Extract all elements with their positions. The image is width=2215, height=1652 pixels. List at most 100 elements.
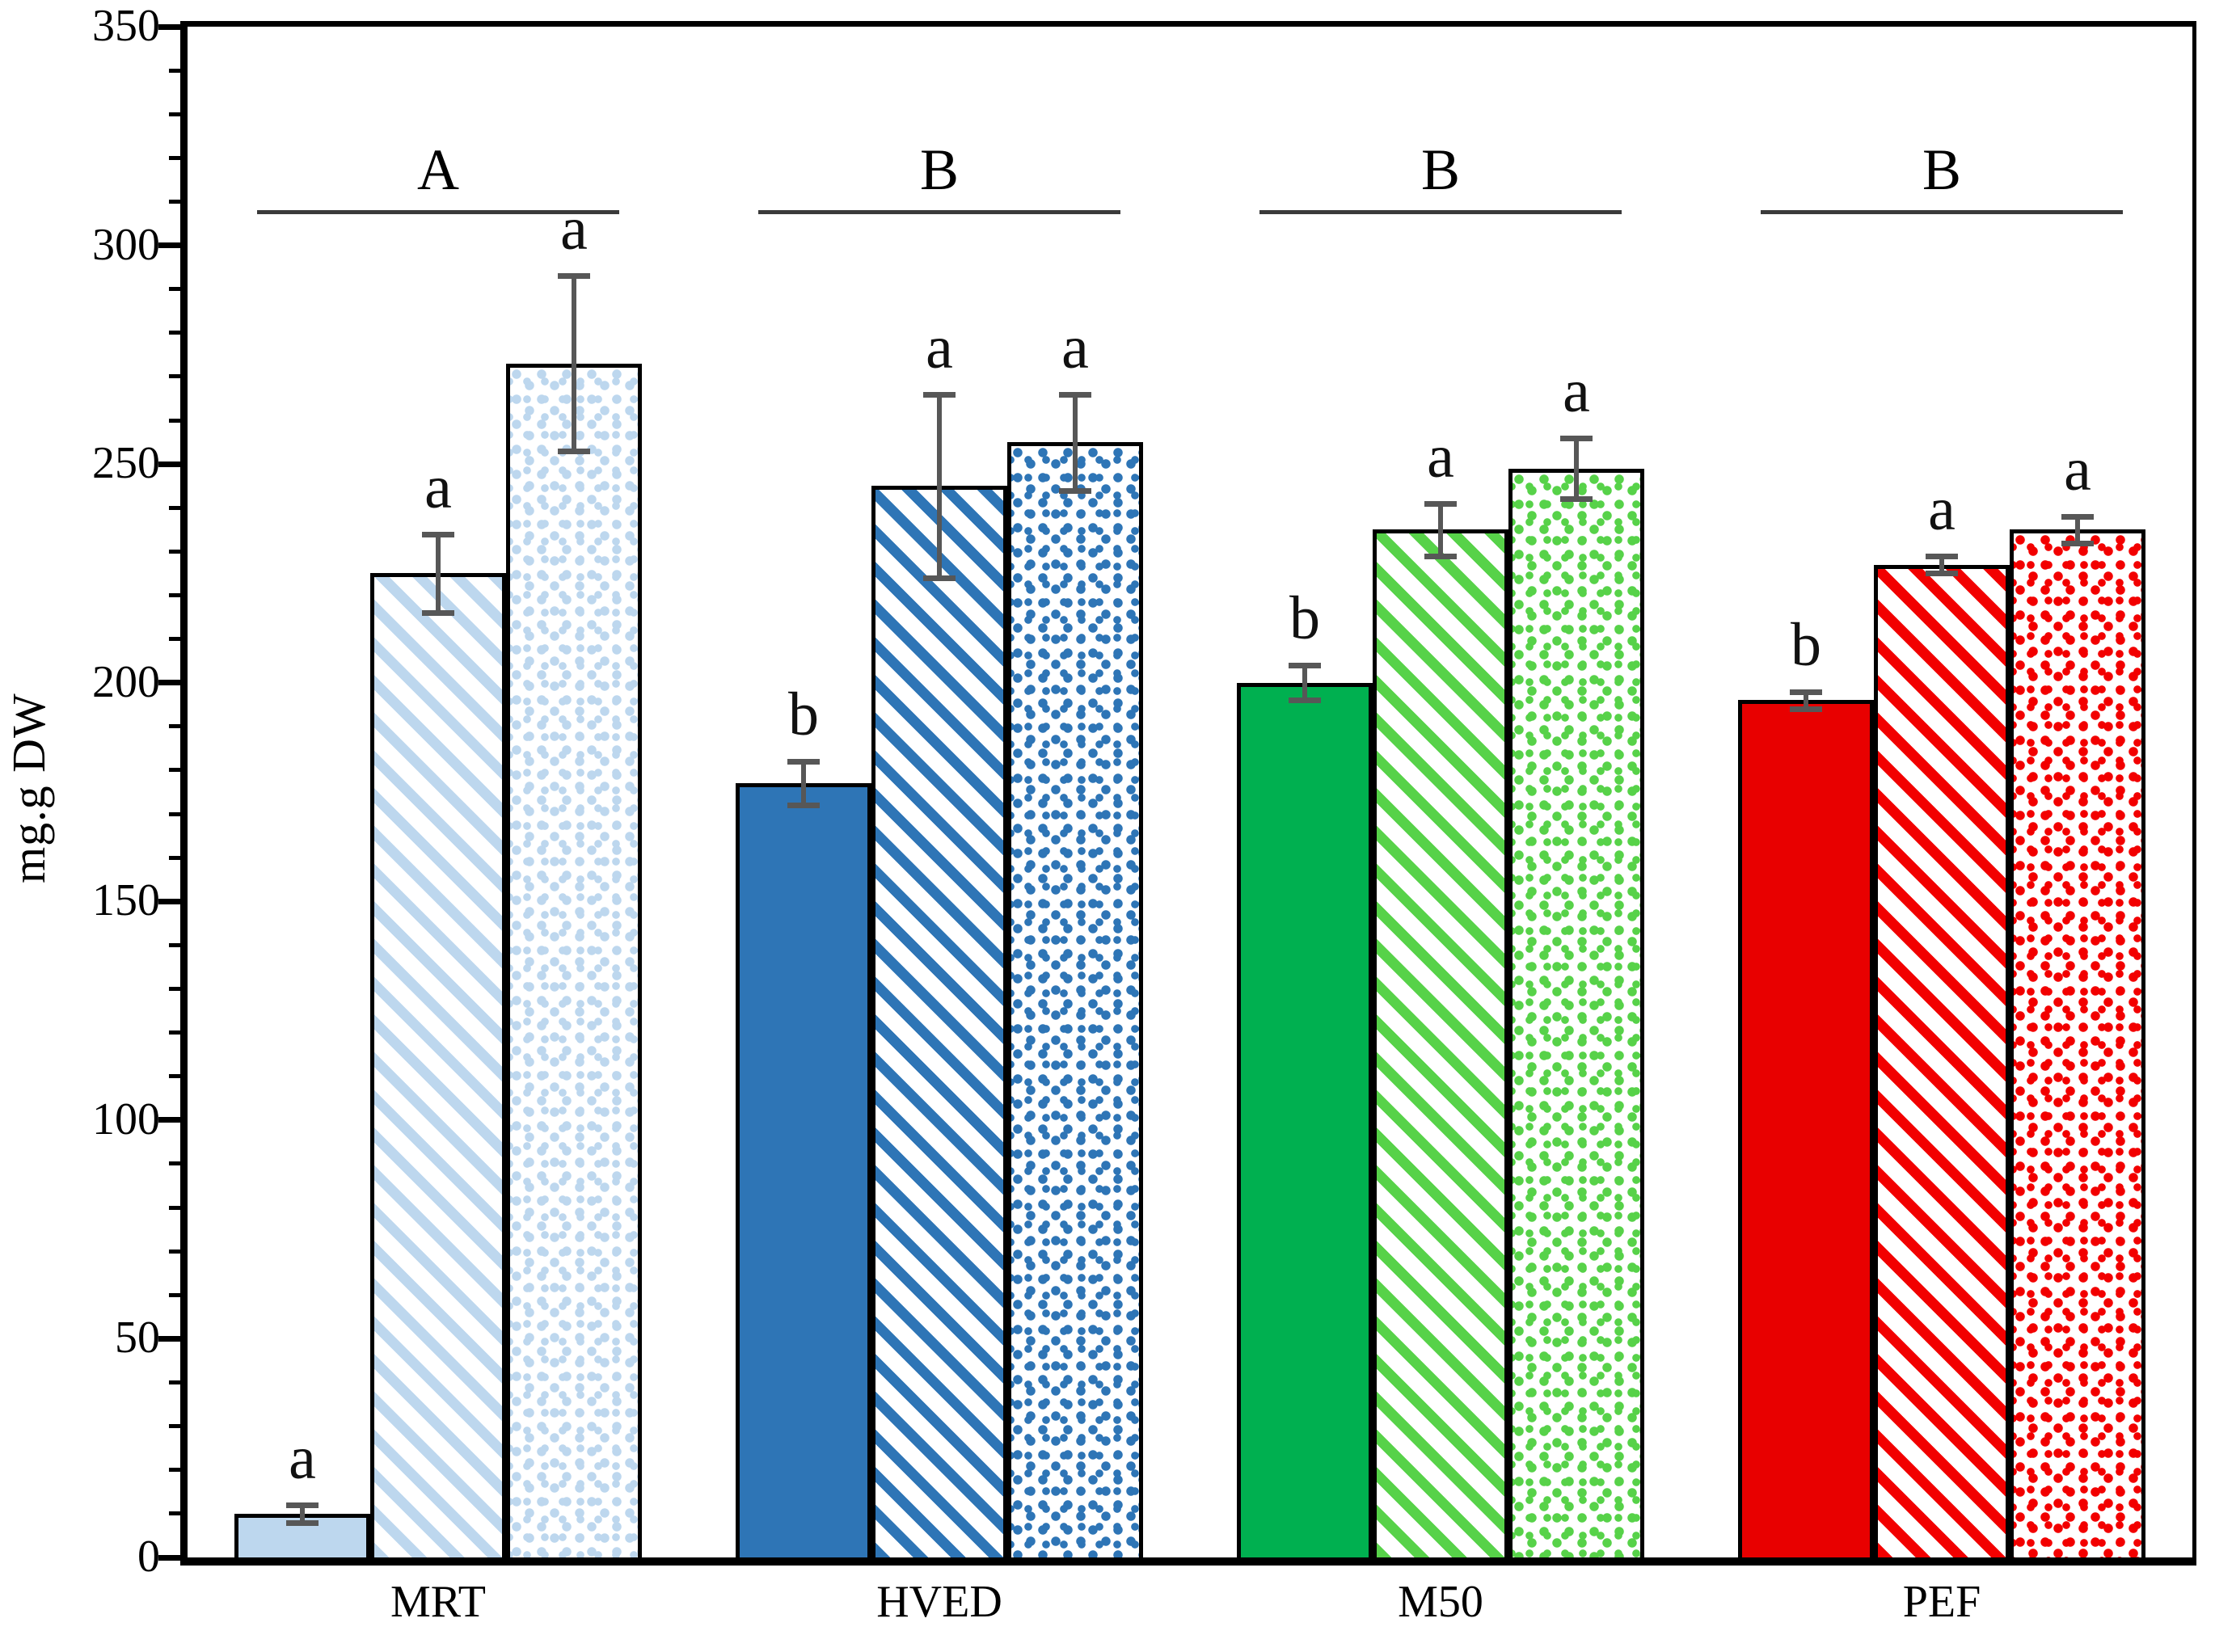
error-bar-cap: [1059, 391, 1091, 398]
y-tick-label: 250: [92, 438, 160, 489]
bar-mrt-diagonal-hatch: [370, 573, 506, 1561]
y-minor-tick: [169, 1292, 184, 1297]
y-minor-tick: [169, 418, 184, 423]
significance-letter: a: [1928, 474, 1956, 543]
error-bar-cap: [1059, 487, 1091, 494]
y-major-tick: [158, 242, 184, 249]
y-minor-tick: [169, 112, 184, 116]
x-category-label: HVED: [876, 1577, 1002, 1627]
y-minor-tick: [169, 331, 184, 335]
significance-letter: a: [289, 1424, 316, 1493]
error-bar-cap: [2061, 514, 2094, 520]
significance-letter: a: [2064, 436, 2091, 504]
significance-letter: b: [788, 681, 819, 749]
bar-m50-dotted: [1508, 468, 1644, 1561]
y-minor-tick: [169, 1424, 184, 1429]
y-tick-label: 300: [92, 219, 160, 270]
y-major-tick: [158, 1117, 184, 1123]
y-minor-tick: [169, 1205, 184, 1210]
y-minor-tick: [169, 768, 184, 773]
error-bar-cap: [787, 803, 820, 809]
y-minor-tick: [169, 1380, 184, 1385]
plot-area: a a a b a a b a a b a a: [180, 21, 2196, 1566]
y-tick-label: 50: [115, 1313, 160, 1363]
y-tick-label: 150: [92, 875, 160, 926]
error-bar-cap: [1424, 553, 1457, 559]
y-minor-tick: [169, 505, 184, 510]
y-minor-tick: [169, 1161, 184, 1166]
error-bar: [1438, 503, 1443, 556]
error-bar-cap: [2061, 540, 2094, 546]
error-bar-cap: [422, 531, 454, 537]
x-category-label: M50: [1398, 1577, 1483, 1627]
error-bar: [1804, 691, 1808, 710]
error-bar: [2075, 516, 2080, 543]
y-axis-label: mg.g DW: [2, 693, 55, 883]
error-bar-cap: [286, 1502, 319, 1509]
error-bar-cap: [558, 273, 590, 280]
y-minor-tick: [169, 68, 184, 73]
y-minor-tick: [169, 592, 184, 597]
error-bar: [1302, 665, 1307, 701]
significance-letter: a: [424, 453, 452, 521]
bar-m50-solid: [1237, 682, 1373, 1561]
x-category-label: PEF: [1902, 1577, 1981, 1627]
error-bar: [937, 394, 942, 578]
bar-hved-diagonal-hatch: [871, 486, 1007, 1561]
bar-pef-diagonal-hatch: [1874, 564, 2010, 1561]
group-significance-letter: B: [1420, 137, 1461, 203]
y-major-tick: [158, 1554, 184, 1561]
y-minor-tick: [169, 1511, 184, 1516]
x-category-label: MRT: [390, 1577, 486, 1627]
error-bar-cap: [422, 610, 454, 617]
significance-letter: a: [1427, 422, 1454, 491]
y-tick-label: 200: [92, 656, 160, 707]
group-significance-letter: B: [919, 137, 960, 203]
y-minor-tick: [169, 1468, 184, 1473]
bar-pef-dotted: [2010, 529, 2145, 1561]
y-minor-tick: [169, 1030, 184, 1035]
y-minor-tick: [169, 1074, 184, 1079]
y-minor-tick: [169, 942, 184, 947]
group-significance-letter: B: [1922, 137, 1962, 203]
y-minor-tick: [169, 1249, 184, 1254]
error-bar: [801, 761, 806, 806]
group-significance-letter: A: [417, 137, 459, 203]
error-bar: [1939, 555, 1944, 574]
error-bar-cap: [558, 448, 590, 454]
y-major-tick: [158, 23, 184, 30]
error-bar: [1073, 394, 1078, 491]
error-bar-cap: [1926, 571, 1958, 577]
y-major-tick: [158, 680, 184, 686]
error-bar: [1574, 437, 1579, 499]
significance-letter: a: [1563, 356, 1590, 425]
significance-letter: b: [1791, 610, 1821, 679]
error-bar-cap: [1560, 435, 1593, 441]
significance-letter: a: [1061, 313, 1089, 381]
error-bar-cap: [1926, 553, 1958, 559]
error-bar: [572, 276, 576, 451]
bar-pef-solid: [1738, 700, 1874, 1561]
y-tick-label: 0: [137, 1532, 160, 1582]
error-bar-cap: [923, 575, 956, 581]
error-bar-cap: [923, 391, 956, 398]
bar-mrt-dotted: [506, 363, 642, 1561]
y-minor-tick: [169, 199, 184, 204]
significance-letter: b: [1289, 584, 1320, 653]
error-bar-cap: [1424, 500, 1457, 507]
y-minor-tick: [169, 987, 184, 991]
y-minor-tick: [169, 374, 184, 379]
error-bar: [436, 533, 441, 613]
y-minor-tick: [169, 724, 184, 729]
group-significance-line: [257, 210, 619, 215]
y-tick-label: 350: [92, 1, 160, 51]
bar-hved-dotted: [1007, 442, 1143, 1561]
y-minor-tick: [169, 549, 184, 554]
group-significance-line: [758, 210, 1120, 215]
y-major-tick: [158, 1335, 184, 1342]
group-significance-line: [1761, 210, 2123, 215]
error-bar: [300, 1505, 305, 1523]
y-minor-tick: [169, 637, 184, 642]
bar-hved-solid: [736, 783, 871, 1561]
